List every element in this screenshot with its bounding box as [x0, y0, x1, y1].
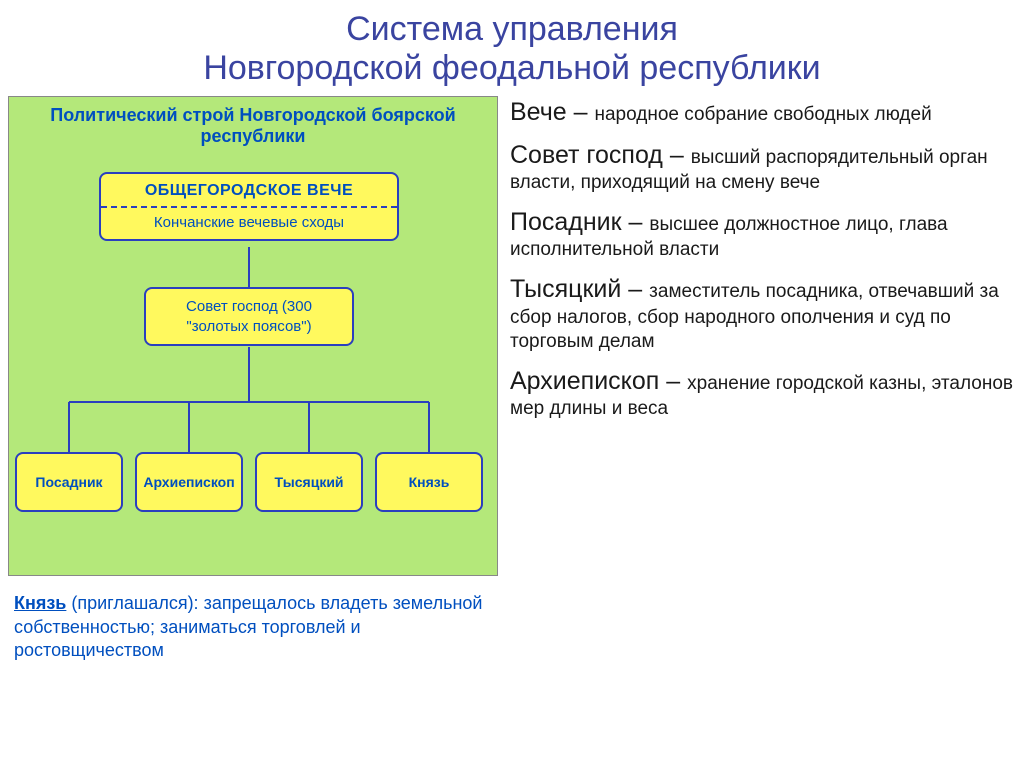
def-term: Вече –: [510, 98, 594, 126]
title-line2: Новгородской феодальной республики: [203, 49, 820, 87]
box-veche-upper: ОБЩЕГОРОДСКОЕ ВЕЧЕ: [101, 174, 397, 206]
box-posadnik: Посадник: [15, 452, 123, 512]
box-knyaz: Князь: [375, 452, 483, 512]
definitions-column: Вече – народное собрание свободных людей…: [510, 96, 1016, 662]
def-arkhiepiskop: Архиепископ – хранение городской казны, …: [510, 365, 1016, 422]
def-text: народное собрание свободных людей: [594, 104, 931, 125]
box-sovet: Совет господ (300 "золотых поясов"): [144, 287, 354, 346]
note-term: Князь: [14, 593, 66, 613]
note-text: (приглашался): запрещалось владеть земел…: [14, 593, 482, 660]
knyaz-note: Князь (приглашался): запрещалось владеть…: [8, 576, 498, 662]
left-column: Политический строй Новгородской боярской…: [8, 96, 498, 662]
box-veche-lower: Кончанские вечевые сходы: [101, 208, 397, 239]
diagram-panel: Политический строй Новгородской боярской…: [8, 96, 498, 576]
box-tysyatsky: Тысяцкий: [255, 452, 363, 512]
def-sovet: Совет господ – высший распорядительный о…: [510, 139, 1016, 196]
def-veche: Вече – народное собрание свободных людей: [510, 96, 1016, 129]
main-content: Политический строй Новгородской боярской…: [0, 96, 1024, 662]
page-title: Система управления Новгородской феодальн…: [0, 0, 1024, 96]
box-arkhiepiskop: Архиепископ: [135, 452, 243, 512]
def-term: Совет господ –: [510, 141, 691, 169]
title-line1: Система управления: [346, 10, 678, 48]
def-term: Посадник –: [510, 208, 649, 236]
bottom-row: Посадник Архиепископ Тысяцкий Князь: [15, 452, 483, 512]
diagram-title: Политический строй Новгородской боярской…: [15, 105, 491, 147]
def-term: Тысяцкий –: [510, 275, 649, 303]
def-term: Архиепископ –: [510, 367, 687, 395]
def-posadnik: Посадник – высшее должностное лицо, глав…: [510, 206, 1016, 263]
def-tysyatsky: Тысяцкий – заместитель посадника, отвеча…: [510, 273, 1016, 355]
box-veche: ОБЩЕГОРОДСКОЕ ВЕЧЕ Кончанские вечевые сх…: [99, 172, 399, 241]
